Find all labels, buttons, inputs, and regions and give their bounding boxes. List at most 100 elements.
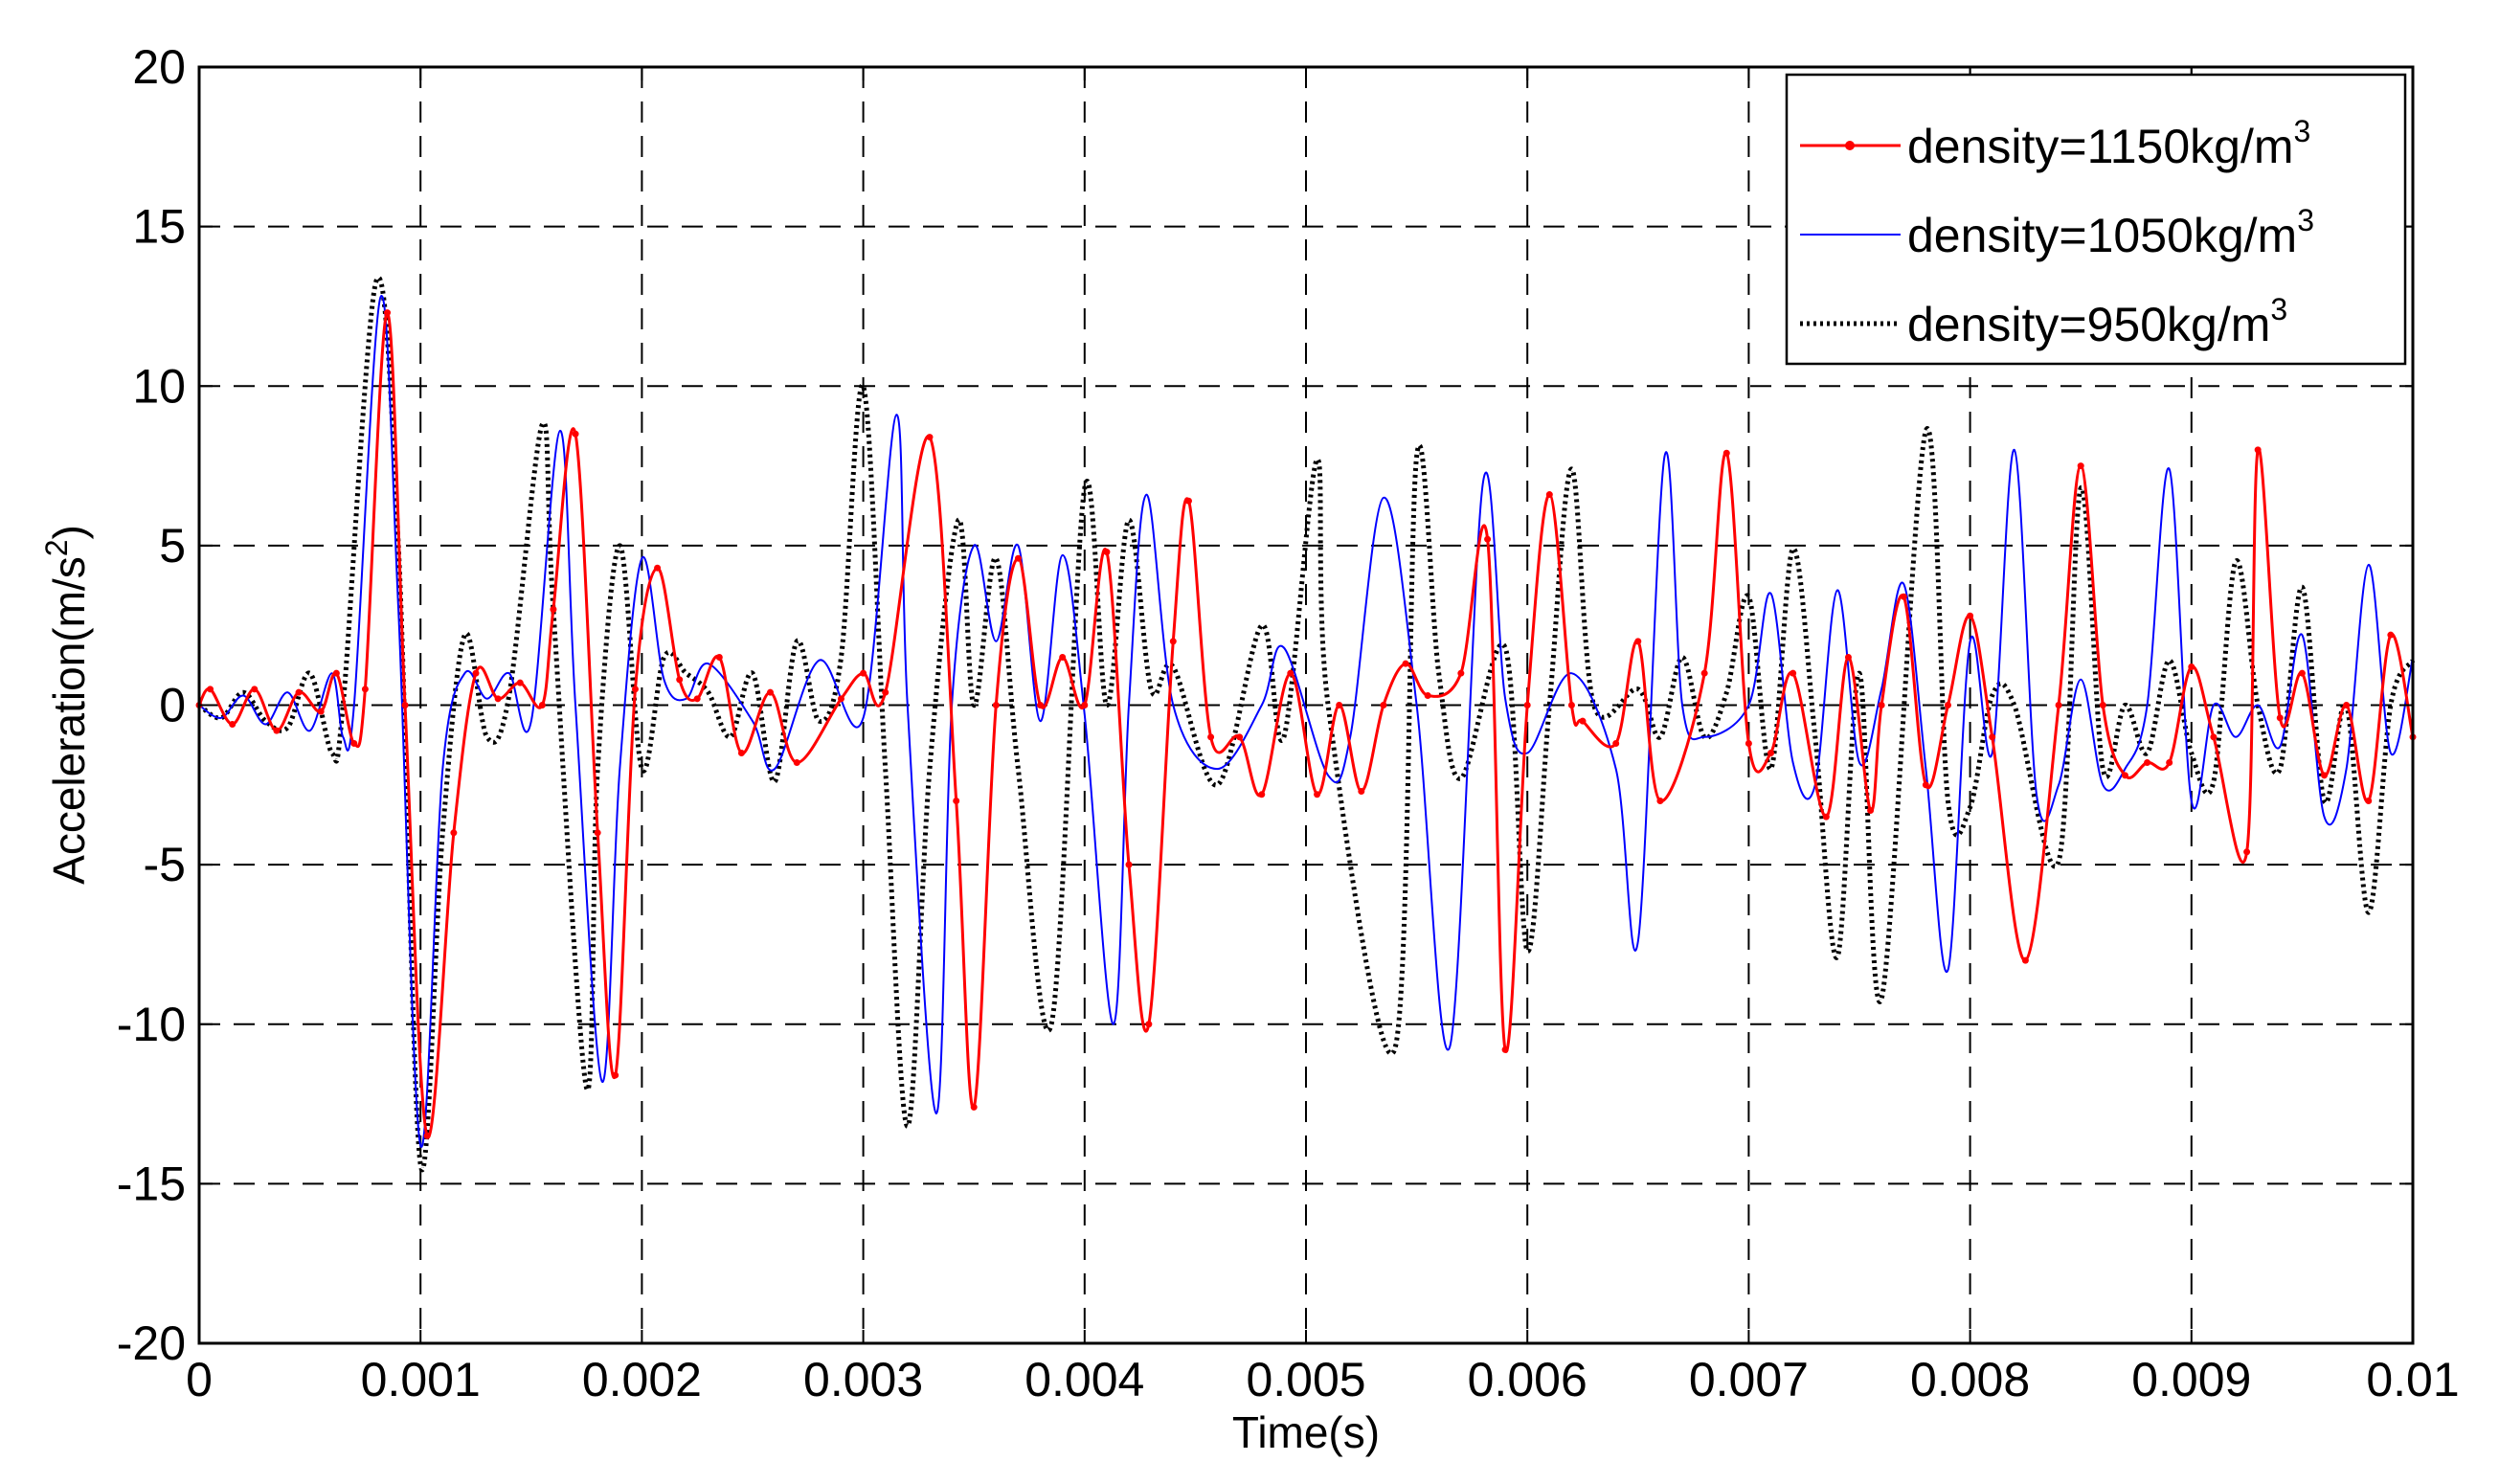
legend-label-3: density=950kg/m3 xyxy=(1907,292,2287,351)
series-1-point xyxy=(350,739,358,747)
x-tick-label: 0.009 xyxy=(2131,1353,2251,1406)
series-1-point xyxy=(2166,758,2173,766)
y-tick-label: -20 xyxy=(117,1316,186,1370)
series-1-point xyxy=(1722,449,1730,457)
series-1-point xyxy=(715,654,723,662)
legend: density=1150kg/m3 density=1050kg/m3 densit… xyxy=(1785,73,2407,366)
series-1-point xyxy=(2099,702,2106,708)
legend-label-2: density=1050kg/m3 xyxy=(1907,203,2314,262)
series-1-point xyxy=(953,797,960,804)
y-tick-label: 20 xyxy=(132,40,186,94)
series-1-point xyxy=(550,606,557,614)
x-axis-title: Time(s) xyxy=(1232,1407,1380,1457)
series-1-point xyxy=(1767,749,1775,756)
series-1-point xyxy=(1612,739,1620,747)
series-1-point xyxy=(693,695,701,703)
series-1-point xyxy=(926,434,934,441)
series-1-point xyxy=(2055,702,2062,708)
series-1-point xyxy=(1236,733,1244,741)
series-1-point xyxy=(1484,535,1492,543)
y-tick-label: -10 xyxy=(117,998,186,1051)
series-1-point xyxy=(1700,669,1708,677)
y-tick-label: 10 xyxy=(132,359,186,413)
series-1-point xyxy=(472,669,480,677)
series-1-point xyxy=(766,688,774,696)
series-2-line xyxy=(198,294,2414,1148)
series-1-point xyxy=(1567,702,1575,708)
series-1-point xyxy=(1336,702,1343,708)
series-1-point xyxy=(2144,758,2151,766)
x-tick-label: 0.004 xyxy=(1024,1353,1144,1406)
series-1-point xyxy=(2365,797,2373,804)
series-1-point xyxy=(1081,702,1089,708)
series-1-point xyxy=(676,676,684,684)
series-1-point xyxy=(1424,692,1431,700)
series-1-point xyxy=(1900,593,1907,600)
series-1-point xyxy=(229,720,236,728)
series-1-point xyxy=(516,679,524,686)
series-1-point xyxy=(2243,848,2251,856)
series-1-point xyxy=(2188,663,2195,671)
series-1-point xyxy=(1634,638,1642,645)
series-1-point xyxy=(450,829,458,837)
series-1-point xyxy=(384,309,392,317)
series-1-point xyxy=(1287,669,1295,677)
series-1-point xyxy=(654,564,662,572)
series-1-point xyxy=(1358,787,1365,795)
series-1-point xyxy=(494,695,502,703)
series-1-point xyxy=(538,702,546,708)
series-1-point xyxy=(1059,654,1067,662)
series-1-point xyxy=(572,430,579,438)
series-1-point xyxy=(1790,669,1797,677)
series-1-point xyxy=(992,702,1000,708)
legend-marker-1 xyxy=(1845,141,1855,150)
series-layer xyxy=(195,275,2417,1173)
series-1-point xyxy=(1169,638,1177,645)
axis-ticks: 0 0.001 0.002 0.003 0.004 0.005 0.006 0.007 0.00… xyxy=(117,40,2460,1406)
series-1-point xyxy=(2321,772,2329,779)
series-1-point xyxy=(1844,654,1852,662)
y-axis-title: Acceleration(m/s2) xyxy=(39,525,94,885)
x-tick-label: 0.008 xyxy=(1910,1353,2030,1406)
x-tick-label: 0 xyxy=(186,1353,213,1406)
series-1-point xyxy=(1184,497,1192,505)
series-1-point xyxy=(1867,806,1875,814)
series-1-point xyxy=(2298,669,2306,677)
series-1-point xyxy=(2387,631,2395,639)
x-tick-label: 0.007 xyxy=(1689,1353,1809,1406)
series-1-point xyxy=(2254,446,2262,454)
series-1-point xyxy=(1258,791,1266,798)
series-1-point xyxy=(737,749,745,756)
series-1-point xyxy=(970,1103,978,1111)
y-tick-label: -5 xyxy=(144,838,186,891)
y-tick-label: 15 xyxy=(132,200,186,254)
series-1-point xyxy=(612,1071,619,1079)
series-1-point xyxy=(1014,554,1022,562)
series-1-point xyxy=(423,1132,431,1139)
y-tick-label: 0 xyxy=(159,679,186,732)
series-1-point xyxy=(1402,660,1409,667)
series-1-point xyxy=(401,702,409,708)
series-1-group xyxy=(195,309,2417,1139)
series-1-point xyxy=(1579,717,1587,725)
legend-box xyxy=(1785,73,2407,366)
series-1-point xyxy=(1989,733,1996,741)
series-1-point xyxy=(1656,797,1664,804)
series-3-group xyxy=(197,275,2416,1173)
series-1-point xyxy=(273,727,281,734)
series-1-point xyxy=(1037,702,1045,708)
series-1-point xyxy=(1380,702,1387,708)
series-1-point xyxy=(332,669,340,677)
series-1-point xyxy=(1314,791,1321,798)
series-1-point xyxy=(1878,702,1885,708)
series-1-point xyxy=(1145,1021,1153,1028)
series-1-point xyxy=(2210,733,2218,741)
x-tick-label: 0.001 xyxy=(361,1353,481,1406)
series-1-point xyxy=(1125,861,1133,868)
series-1-point xyxy=(1922,781,1929,789)
series-1-point xyxy=(207,686,214,693)
y-tick-label: 5 xyxy=(159,519,186,573)
series-1-point xyxy=(295,688,303,696)
series-1-point xyxy=(251,686,259,693)
x-tick-label: 0.01 xyxy=(2366,1353,2459,1406)
